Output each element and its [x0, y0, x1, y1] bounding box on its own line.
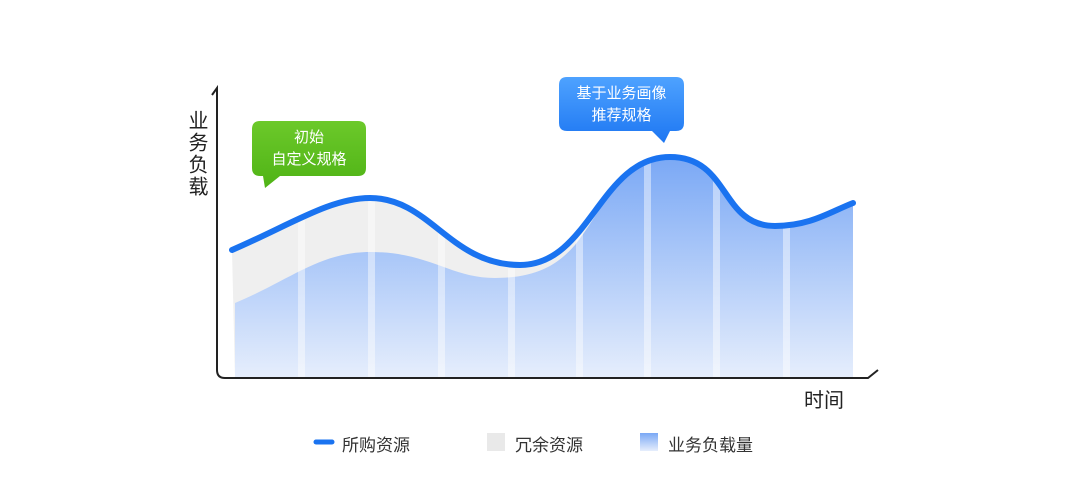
callout-line: 基于业务画像: [576, 84, 667, 102]
legend-label: 业务负载量: [668, 436, 753, 456]
callout-line: 推荐规格: [591, 106, 652, 124]
callout-green: [252, 121, 366, 188]
load-area: [235, 157, 853, 378]
callout-blue: [559, 77, 684, 143]
legend-gray: [487, 433, 505, 451]
x-axis-label: 时间: [804, 388, 844, 412]
purchased-line: [229, 153, 856, 269]
legend-label: 所购资源: [342, 436, 410, 456]
callout-text: 初始 自定义规格: [252, 126, 366, 170]
y-axis-label: 业务负载: [185, 110, 209, 198]
stripes: [298, 150, 790, 378]
callout-line: 自定义规格: [271, 150, 347, 168]
legend-label: 冗余资源: [515, 436, 583, 456]
axes: [211, 84, 879, 379]
legend-blue: [640, 433, 658, 451]
callout-text: 基于业务画像 推荐规格: [559, 82, 684, 126]
callout-line: 初始: [293, 128, 324, 146]
